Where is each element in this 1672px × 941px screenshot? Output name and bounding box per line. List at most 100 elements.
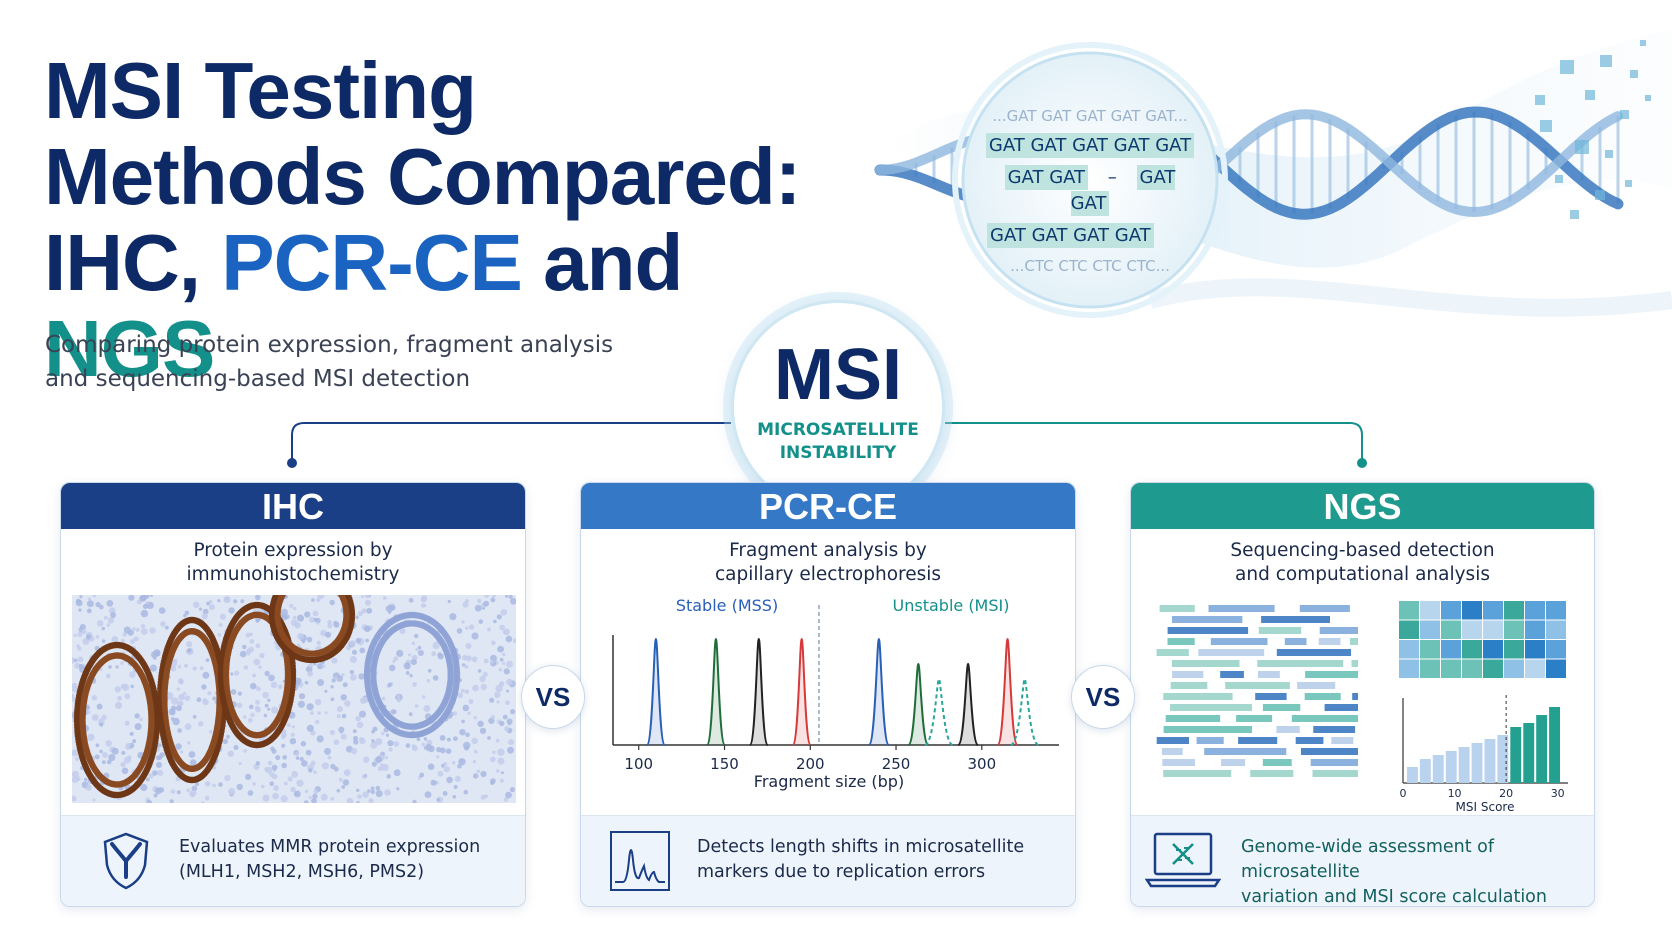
connector-dot-ngs	[1357, 458, 1367, 468]
nucleus-blue	[218, 623, 223, 627]
nucleus-blue	[149, 627, 156, 634]
score-tick-label: 0	[1400, 787, 1407, 800]
nucleus-blue	[99, 722, 104, 727]
nucleus-blue	[255, 699, 260, 705]
heatmap-cell	[1441, 659, 1461, 678]
nucleus-blue	[95, 743, 100, 747]
nucleus-blue	[316, 640, 321, 646]
nucleus-blue	[396, 787, 400, 791]
score-bar	[1432, 755, 1444, 783]
nucleus-blue	[176, 687, 181, 691]
score-xlabel: MSI Score	[1456, 800, 1515, 813]
nucleus-blue	[460, 688, 465, 693]
nucleus-blue	[317, 679, 325, 686]
hub-line-1: MICROSATELLITE	[757, 420, 919, 440]
nucleus-blue	[445, 748, 452, 754]
nucleus-blue	[74, 658, 78, 663]
nucleus-blue	[388, 664, 396, 672]
nucleus-blue	[313, 617, 318, 622]
panel-ihc-footer: Evaluates MMR protein expression (MLH1, …	[61, 815, 525, 906]
nucleus-blue	[103, 615, 108, 620]
ngs-footer-text: Genome-wide assessment of microsatellite…	[1241, 835, 1594, 906]
heatmap-cell	[1441, 601, 1461, 620]
heatmap-cell	[1504, 640, 1524, 659]
nucleus-blue	[95, 635, 100, 639]
ihc-desc-line-1: Protein expression by	[193, 540, 393, 561]
ep-peak	[923, 677, 954, 746]
nucleus-blue	[330, 796, 335, 801]
electropherogram-icon	[610, 831, 670, 891]
nucleus-blue	[106, 759, 112, 765]
nucleus-blue	[78, 608, 82, 612]
nucleus-blue	[308, 795, 312, 799]
nucleus-blue	[321, 664, 326, 669]
pcr-desc-line-1: Fragment analysis by	[729, 540, 927, 561]
ihc-footer-line-2: (MLH1, MSH2, MSH6, PMS2)	[179, 862, 425, 882]
sequencing-read	[1262, 704, 1301, 711]
nucleus-blue	[474, 604, 482, 612]
nucleus-blue	[411, 744, 416, 749]
antibody-shield-icon	[103, 832, 149, 890]
nucleus-blue	[494, 691, 501, 698]
nucleus-blue	[304, 680, 309, 685]
nucleus-blue	[140, 783, 148, 792]
page-title: MSI Testing Methods Compared: IHC, PCR-C…	[44, 48, 864, 392]
nucleus-blue	[510, 598, 516, 605]
pixel-square	[1600, 55, 1612, 67]
heatmap-cell	[1399, 659, 1419, 678]
nucleus-brown	[284, 669, 292, 676]
nucleus-blue	[477, 669, 482, 673]
heatmap-cell	[1399, 601, 1419, 620]
nucleus-blue	[342, 682, 348, 688]
nucleus-blue	[192, 715, 197, 719]
nucleus-blue	[282, 755, 287, 760]
nucleus-blue	[338, 726, 345, 733]
nucleus-blue	[311, 798, 317, 803]
nucleus-blue	[230, 689, 237, 695]
title-ihc: IHC,	[44, 218, 222, 307]
heatmap-cell	[1462, 659, 1482, 678]
nucleus-blue	[399, 627, 406, 634]
pixel-square	[1595, 190, 1605, 200]
nucleus-blue	[145, 601, 149, 605]
panel-ihc-header: IHC	[61, 483, 525, 529]
nucleus-blue	[484, 794, 488, 799]
nucleus-blue	[82, 637, 90, 645]
nucleus-blue	[278, 684, 283, 689]
nucleus-blue	[175, 705, 182, 712]
nucleus-blue	[417, 645, 422, 650]
nucleus-blue	[202, 698, 207, 703]
nucleus-blue	[340, 733, 347, 740]
nucleus-blue	[456, 628, 463, 634]
nucleus-blue	[208, 604, 215, 611]
nucleus-blue	[362, 791, 369, 798]
panel-ihc-desc: Protein expression by immunohistochemist…	[61, 539, 525, 587]
nucleus-blue	[139, 717, 143, 722]
nucleus-blue	[408, 712, 413, 717]
nucleus-blue	[329, 729, 335, 736]
nucleus-blue	[121, 750, 126, 755]
heatmap-cell	[1441, 640, 1461, 659]
nucleus-blue	[409, 674, 413, 678]
sequencing-read	[1295, 737, 1324, 744]
heatmap-cell	[1420, 601, 1440, 620]
nucleus-blue	[73, 633, 77, 637]
nucleus-blue	[124, 720, 130, 726]
nucleus-blue	[271, 764, 278, 771]
nucleus-blue	[314, 699, 322, 706]
nucleus-blue	[410, 659, 417, 666]
sequencing-read	[1319, 627, 1358, 634]
nucleus-blue	[295, 756, 300, 760]
nucleus-blue	[204, 781, 211, 787]
score-bar	[1458, 747, 1470, 783]
nucleus-blue	[349, 640, 356, 647]
nucleus-blue	[158, 607, 166, 614]
nucleus-blue	[129, 731, 134, 736]
nucleus-blue	[504, 726, 510, 732]
nucleus-blue	[361, 608, 367, 614]
nucleus-blue	[237, 691, 242, 696]
nucleus-blue	[154, 650, 161, 657]
nucleus-blue	[421, 742, 426, 747]
nucleus-brown	[274, 595, 280, 597]
nucleus-blue	[85, 634, 92, 640]
